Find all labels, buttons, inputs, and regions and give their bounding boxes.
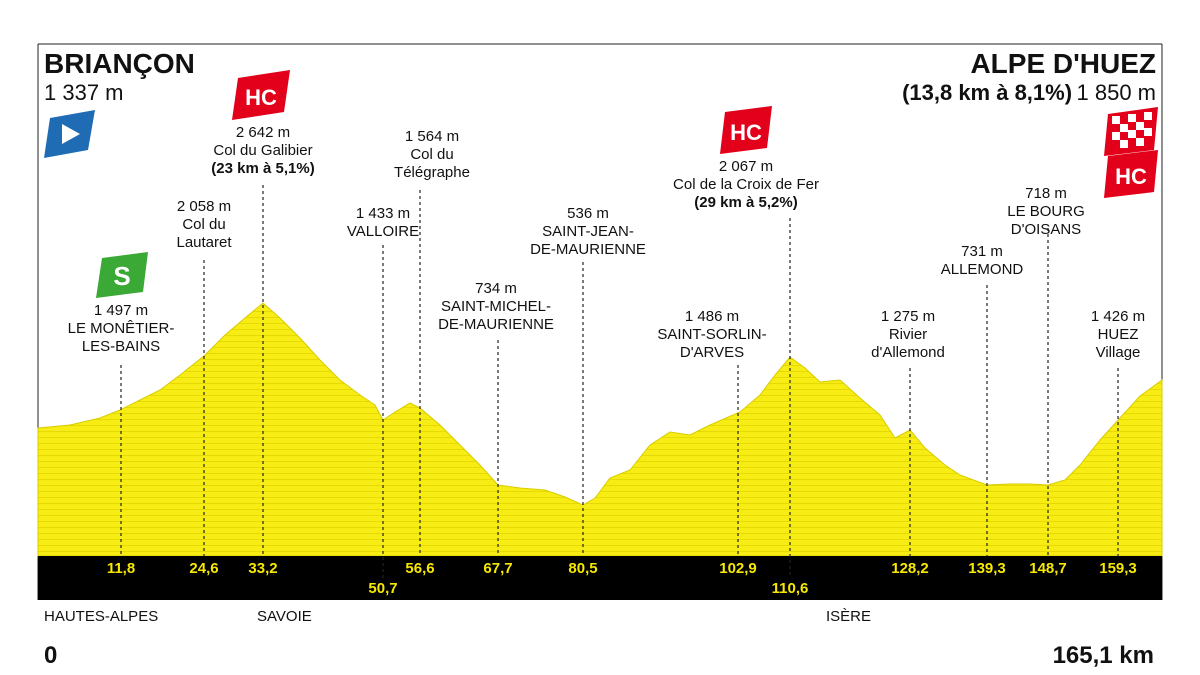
finish-flag-icon bbox=[1104, 107, 1158, 156]
km-bourg: 148,7 bbox=[1029, 560, 1067, 577]
finish-altitude: 1 850 m bbox=[1076, 80, 1157, 105]
hc-badge-finish-icon: HC bbox=[1104, 150, 1158, 198]
finish-climb: (13,8 km à 8,1%) bbox=[902, 80, 1073, 105]
km-telegraphe: 56,6 bbox=[405, 560, 435, 577]
sprint-badge-icon: S bbox=[96, 252, 148, 298]
label-huez: 1 426 m HUEZ Village bbox=[1090, 308, 1146, 361]
svg-text:HC: HC bbox=[245, 85, 277, 110]
elevation-profile bbox=[37, 302, 1163, 557]
finish-city: ALPE D'HUEZ bbox=[970, 48, 1156, 79]
label-croixdefer: 2 067 m Col de la Croix de Fer (29 km à 5,… bbox=[673, 158, 819, 211]
label-rivier: 1 275 m Rivier d'Allemond bbox=[871, 308, 945, 361]
svg-text:HC: HC bbox=[1115, 164, 1147, 189]
km-valloire: 50,7 bbox=[368, 580, 398, 597]
label-allemond: 731 m ALLEMOND bbox=[940, 243, 1024, 278]
distance-band bbox=[38, 556, 1162, 600]
km-monetier: 11,8 bbox=[106, 560, 136, 577]
label-stsorlin: 1 486 m SAINT-SORLIN- D'ARVES bbox=[657, 308, 767, 361]
svg-text:HC: HC bbox=[730, 120, 762, 145]
region-hautes-alpes: HAUTES-ALPES bbox=[44, 608, 159, 625]
hc-badge-galibier-icon: HC bbox=[232, 70, 290, 120]
sprint-letter: S bbox=[113, 261, 130, 291]
label-telegraphe: 1 564 m Col du Télégraphe bbox=[394, 128, 470, 181]
waypoint-guides bbox=[120, 185, 1119, 578]
km-stjean: 80,5 bbox=[568, 560, 598, 577]
km-galibier: 33,2 bbox=[248, 560, 278, 577]
label-stjean: 536 m SAINT-JEAN- DE-MAURIENNE bbox=[530, 205, 646, 258]
region-isere: ISÈRE bbox=[826, 608, 872, 625]
km-stsorlin: 102,9 bbox=[719, 560, 757, 577]
km-huez: 159,3 bbox=[1099, 560, 1137, 577]
label-galibier: 2 642 m Col du Galibier (23 km à 5,1%) bbox=[211, 124, 315, 177]
km-allemond: 139,3 bbox=[968, 560, 1006, 577]
hc-badge-croixdefer-icon: HC bbox=[720, 106, 772, 154]
label-lautaret: 2 058 m Col du Lautaret bbox=[176, 198, 232, 251]
start-altitude: 1 337 m bbox=[44, 80, 124, 105]
start-flag-icon bbox=[44, 110, 95, 158]
km-rivier: 128,2 bbox=[891, 560, 929, 577]
label-stmichel: 734 m SAINT-MICHEL- DE-MAURIENNE bbox=[438, 280, 554, 333]
label-bourg: 718 m LE BOURG D'OISANS bbox=[1007, 185, 1085, 238]
label-valloire: 1 433 m VALLOIRE bbox=[346, 205, 420, 240]
finish-info: (13,8 km à 8,1%) 1 850 m bbox=[902, 80, 1156, 105]
km-lautaret: 24,6 bbox=[189, 560, 219, 577]
km-stmichel: 67,7 bbox=[483, 560, 513, 577]
distance-start: 0 bbox=[44, 642, 58, 669]
region-savoie: SAVOIE bbox=[257, 608, 312, 625]
km-croixdefer: 110,6 bbox=[771, 580, 809, 597]
label-monetier: 1 497 m LE MONÊTIER- LES-BAINS bbox=[67, 302, 175, 355]
distance-end: 165,1 km bbox=[1052, 642, 1154, 669]
start-city: BRIANÇON bbox=[44, 48, 195, 79]
